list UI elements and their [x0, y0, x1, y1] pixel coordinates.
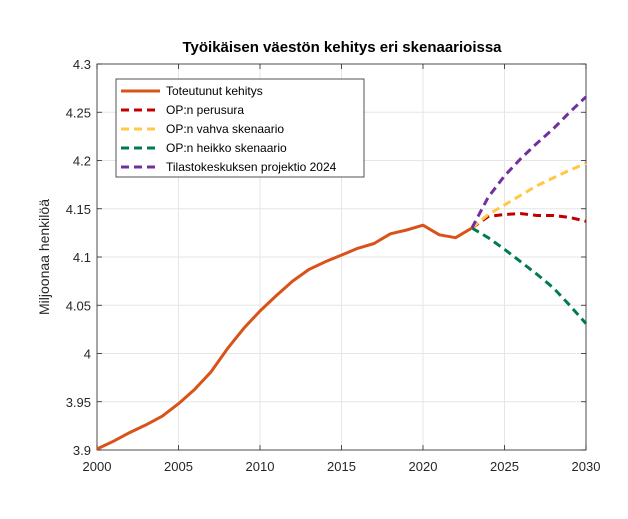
- legend: Toteutunut kehitys OP:n perusura OP:n vahv…: [115, 78, 365, 178]
- x-tick-label: 2000: [83, 459, 112, 474]
- y-tick-label: 3.95: [66, 395, 91, 410]
- x-tick-label: 2005: [164, 459, 193, 474]
- x-tick-label: 2010: [246, 459, 275, 474]
- y-tick-label: 4.15: [66, 202, 91, 217]
- y-axis-label: Miljoonaa henkilöä: [36, 199, 52, 315]
- y-axis: 3.9 3.95 4 4.05 4.1 4.15 4.2 4.25 4.3: [66, 57, 586, 458]
- legend-label: OP:n perusura: [166, 103, 244, 117]
- y-tick-label: 4.1: [73, 250, 91, 265]
- x-axis: 2000 2005 2010 2015 2020 2025 2030: [83, 64, 601, 474]
- x-tick-label: 2015: [327, 459, 356, 474]
- series-line-0: [96, 223, 473, 451]
- y-tick-label: 4.25: [66, 105, 91, 120]
- y-tick-label: 4.2: [73, 154, 91, 169]
- legend-label: OP:n vahva skenaario: [166, 122, 284, 136]
- series-group: [96, 95, 588, 451]
- legend-label: Tilastokeskuksen projektio 2024: [166, 160, 337, 174]
- series-line-2: [470, 162, 587, 230]
- y-tick-label: 3.9: [73, 443, 91, 458]
- y-tick-label: 4.05: [66, 298, 91, 313]
- series-line-4: [470, 95, 588, 229]
- x-tick-label: 2025: [490, 459, 519, 474]
- x-tick-label: 2020: [409, 459, 438, 474]
- x-tick-label: 2030: [572, 459, 601, 474]
- chart-title: Työikäisen väestön kehitys eri skenaario…: [182, 39, 502, 56]
- y-tick-label: 4: [84, 347, 91, 362]
- legend-box: [115, 78, 365, 178]
- legend-label: OP:n heikko skenaario: [166, 141, 287, 155]
- legend-label: Toteutunut kehitys: [166, 84, 263, 98]
- series-line-3: [471, 226, 588, 325]
- y-tick-label: 4.3: [73, 57, 91, 72]
